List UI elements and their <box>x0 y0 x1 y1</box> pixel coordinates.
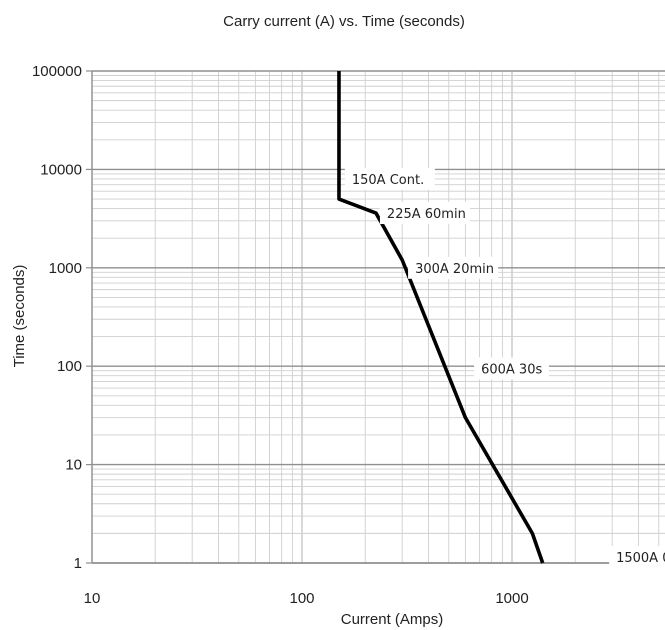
axis-layer: 1 10 100 1000 10000 100000 10 100 1000 <box>32 63 665 607</box>
x-tick-label: 100 <box>289 590 314 607</box>
annotation-layer: 150A Cont. 225A 60min 300A 20min 600A 30s 15… <box>344 167 665 569</box>
annotation-box <box>609 546 665 569</box>
series-layer <box>337 71 545 564</box>
chart-title: Carry current (A) vs. Time (seconds) <box>223 13 465 30</box>
x-tick-label: 10 <box>84 590 101 607</box>
y-axis-label: Time (seconds) <box>11 265 28 368</box>
grid-layer <box>91 70 665 564</box>
y-tick-label: 100 <box>57 358 82 375</box>
series-line <box>337 71 545 564</box>
y-tick-label: 1000 <box>49 260 82 277</box>
annotation-box <box>344 167 435 190</box>
annotation-label: 300A 20min <box>415 262 494 277</box>
annotation-box <box>379 202 470 225</box>
y-tick-label: 1 <box>74 555 82 572</box>
y-tick-label: 10000 <box>40 161 82 178</box>
annotation-label: 225A 60min <box>387 207 466 222</box>
y-tick-label: 10 <box>65 457 82 474</box>
annotation-label: 600A 30s <box>481 362 542 377</box>
annotation-label: 150A Cont. <box>352 173 424 188</box>
y-tick-label: 100000 <box>32 63 82 80</box>
x-axis-label: Current (Amps) <box>341 611 444 628</box>
annotation-box <box>474 357 549 380</box>
annotation-label: 1500A 0.6s <box>616 551 665 566</box>
plot-area <box>92 71 665 563</box>
annotation-box <box>408 256 499 279</box>
x-tick-label: 1000 <box>495 590 528 607</box>
